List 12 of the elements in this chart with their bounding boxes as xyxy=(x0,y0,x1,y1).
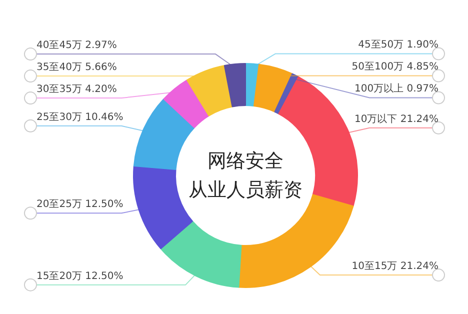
slice-label: 40至45万 2.97% xyxy=(36,40,117,52)
slice-label: 35至40万 5.66% xyxy=(36,62,117,74)
slice-label: 20至25万 12.50% xyxy=(36,199,124,210)
slice-label: 30至35万 4.20% xyxy=(36,84,117,96)
slice-label: 25至30万 10.46% xyxy=(36,112,124,123)
text: 网络安全从业人员薪资 xyxy=(188,150,302,201)
slice-label: 100万以上 0.97% xyxy=(354,82,439,95)
slice-label: 15至20万 12.50% xyxy=(36,270,124,282)
slice-label: 10至15万 21.24% xyxy=(352,261,439,272)
slice-label: 50至100万 4.85% xyxy=(352,62,439,73)
slice-label: 45至50万 1.90% xyxy=(358,40,439,51)
slice-label: 10万以下 21.24% xyxy=(354,112,439,125)
